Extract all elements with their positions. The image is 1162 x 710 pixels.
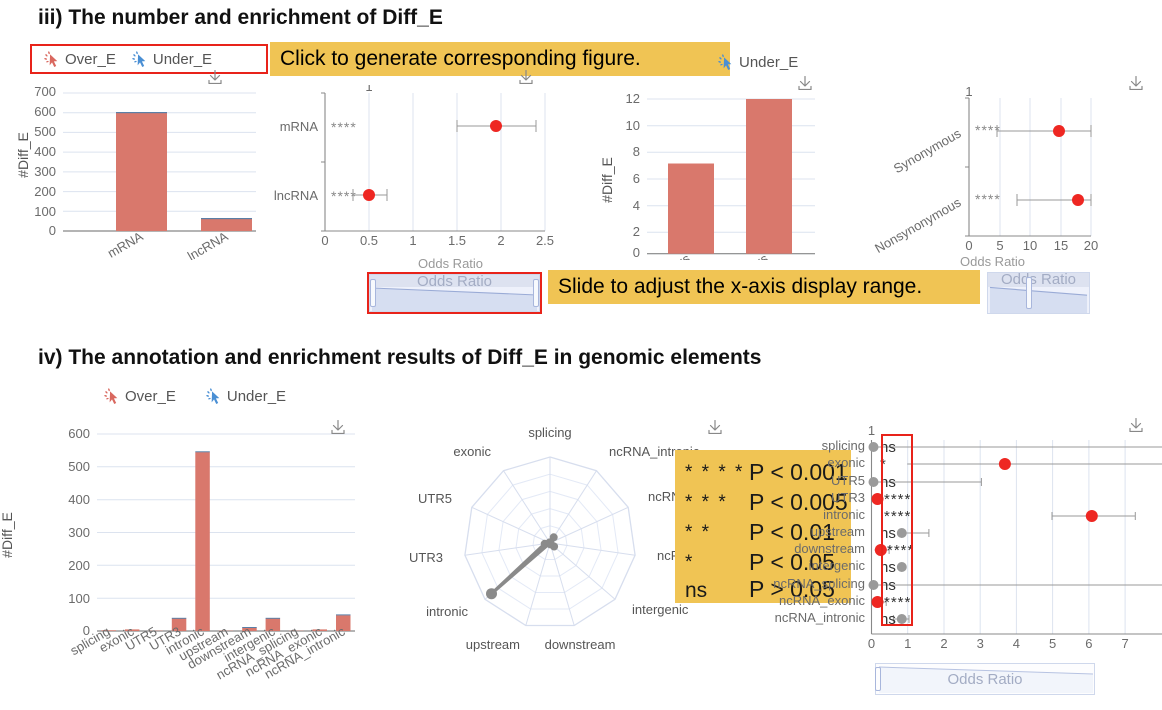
svg-text:intronic: intronic (823, 507, 865, 522)
svg-text:#Diff_E: #Diff_E (0, 512, 15, 558)
svg-text:upstream: upstream (466, 637, 520, 652)
svg-text:8: 8 (633, 144, 640, 159)
svg-text:0: 0 (49, 223, 56, 238)
svg-text:100: 100 (68, 591, 90, 606)
svg-text:1: 1 (365, 85, 372, 94)
svg-text:20: 20 (1084, 238, 1098, 253)
svg-text:****: **** (975, 191, 1001, 207)
svg-text:UTR5: UTR5 (418, 491, 452, 506)
svg-text:splicing: splicing (822, 438, 865, 453)
svg-text:500: 500 (34, 124, 56, 139)
svg-text:0.5: 0.5 (360, 233, 378, 248)
svg-text:intergenic: intergenic (632, 602, 689, 617)
svg-text:UTR3: UTR3 (409, 550, 443, 565)
svg-text:downstream: downstream (794, 541, 865, 556)
svg-text:5: 5 (1049, 636, 1056, 651)
svg-text:0: 0 (633, 245, 640, 260)
svg-text:ncRNA_intronic: ncRNA_intronic (775, 610, 866, 625)
svg-text:1.5: 1.5 (448, 233, 466, 248)
svg-text:5: 5 (996, 238, 1003, 253)
svg-text:1: 1 (868, 423, 875, 438)
svg-text:7: 7 (1121, 636, 1128, 651)
svg-text:Nonsynonymous: Nonsynonymous (872, 194, 964, 256)
svg-text:intronic: intronic (426, 604, 468, 619)
svg-text:12: 12 (626, 91, 640, 106)
svg-text:300: 300 (34, 164, 56, 179)
svg-text:1: 1 (965, 85, 972, 99)
svg-text:10: 10 (626, 118, 640, 133)
svg-text:2.5: 2.5 (536, 233, 554, 248)
svg-text:upstream: upstream (811, 524, 865, 539)
svg-text:10: 10 (1023, 238, 1037, 253)
svg-text:lncRNA: lncRNA (274, 188, 318, 203)
svg-text:splicing: splicing (528, 425, 571, 440)
svg-text:400: 400 (34, 144, 56, 159)
svg-text:exonic: exonic (827, 455, 865, 470)
svg-text:* *: * * (685, 522, 711, 543)
svg-text:6: 6 (633, 171, 640, 186)
svg-text:1: 1 (904, 636, 911, 651)
svg-text:200: 200 (34, 184, 56, 199)
svg-text:700: 700 (34, 85, 56, 99)
svg-text:500: 500 (68, 459, 90, 474)
svg-text:UTR3: UTR3 (831, 490, 865, 505)
svg-text:ns: ns (685, 579, 707, 602)
svg-text:* * * *: * * * * (685, 462, 744, 483)
svg-text:4: 4 (633, 198, 640, 213)
svg-text:600: 600 (34, 104, 56, 119)
svg-text:3: 3 (977, 636, 984, 651)
svg-text:ncRNA_splicing: ncRNA_splicing (773, 576, 865, 591)
svg-text:lncRNA: lncRNA (185, 228, 231, 260)
svg-text:#Diff_E: #Diff_E (15, 132, 31, 178)
svg-text:mRNA: mRNA (105, 228, 146, 260)
svg-text:downstream: downstream (545, 637, 616, 652)
svg-text:200: 200 (68, 558, 90, 573)
svg-text:* * *: * * * (685, 492, 728, 513)
svg-text:#Diff_E: #Diff_E (600, 157, 615, 203)
svg-text:UTR5: UTR5 (831, 473, 865, 488)
svg-text:****: **** (331, 119, 357, 135)
svg-text:exonic: exonic (453, 444, 491, 459)
svg-text:100: 100 (34, 204, 56, 219)
svg-text:Synonymous: Synonymous (620, 250, 693, 260)
svg-text:intergenic: intergenic (809, 558, 866, 573)
svg-text:600: 600 (68, 426, 90, 441)
svg-text:4: 4 (1013, 636, 1020, 651)
svg-text:300: 300 (68, 525, 90, 540)
svg-text:400: 400 (68, 492, 90, 507)
svg-text:0: 0 (868, 636, 875, 651)
svg-text:Synonymous: Synonymous (891, 125, 964, 176)
svg-text:ncRNA_exonic: ncRNA_exonic (779, 593, 865, 608)
svg-text:0: 0 (321, 233, 328, 248)
svg-text:2: 2 (497, 233, 504, 248)
svg-text:2: 2 (633, 224, 640, 239)
svg-text:mRNA: mRNA (280, 119, 319, 134)
svg-text:*: * (685, 552, 693, 573)
svg-text:1: 1 (409, 233, 416, 248)
svg-text:6: 6 (1085, 636, 1092, 651)
svg-text:2: 2 (940, 636, 947, 651)
svg-text:15: 15 (1054, 238, 1068, 253)
svg-text:0: 0 (965, 238, 972, 253)
